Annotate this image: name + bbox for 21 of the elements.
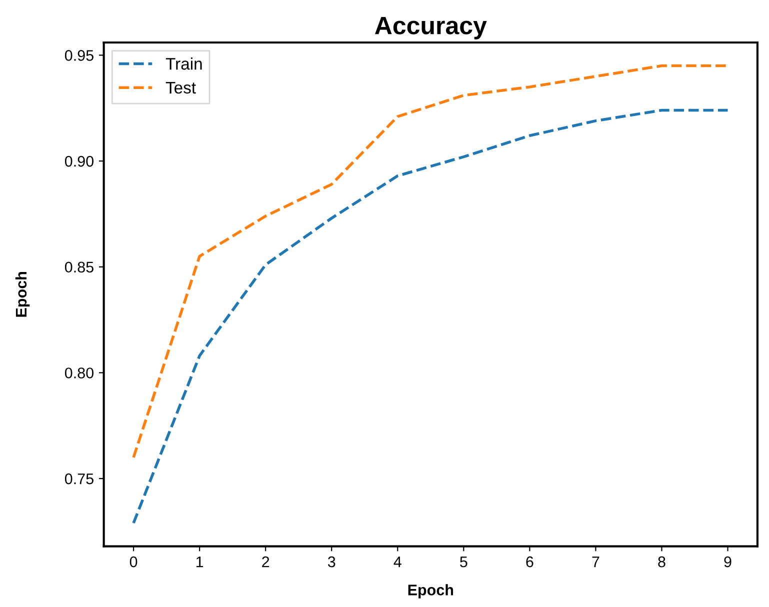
x-tick-label: 0 <box>130 556 138 568</box>
y-tick-label: 0.85 <box>64 262 94 273</box>
x-tick-label: 5 <box>460 556 468 568</box>
y-tick-label: 0.90 <box>64 156 94 167</box>
x-tick-label: 7 <box>592 556 600 568</box>
legend-label: Test <box>166 82 196 94</box>
x-tick-label: 3 <box>328 556 336 568</box>
y-tick-label: 0.95 <box>64 50 94 61</box>
y-axis-title: Epoch <box>15 272 30 317</box>
line-series <box>132 108 730 524</box>
x-tick-label: 4 <box>394 556 402 568</box>
x-tick-label: 6 <box>526 556 534 568</box>
y-tick-label: 0.80 <box>64 368 94 378</box>
x-tick-label: 8 <box>658 556 666 568</box>
x-tick-label: 2 <box>262 556 270 568</box>
y-tick-label: 0.75 <box>64 473 94 484</box>
x-axis-title: Epoch <box>408 584 454 598</box>
chart-title: Accuracy <box>374 16 487 40</box>
x-tick-label: 1 <box>196 556 204 568</box>
legend-label: Train <box>166 57 202 70</box>
x-tick-label: 9 <box>724 556 732 568</box>
